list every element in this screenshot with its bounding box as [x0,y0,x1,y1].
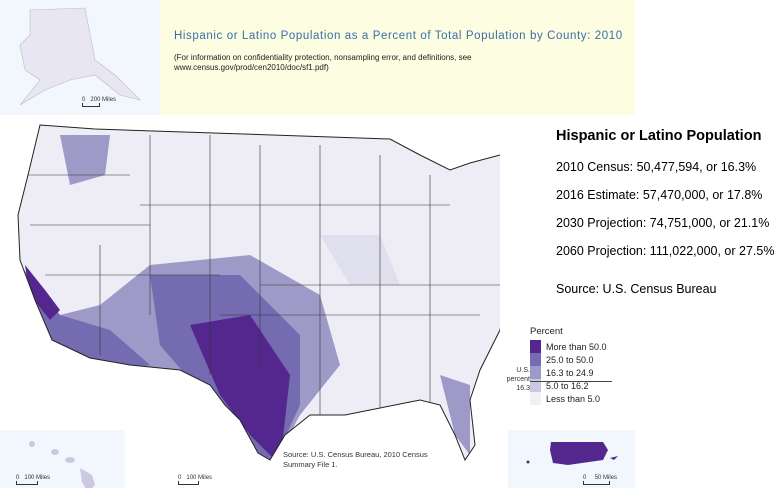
hawaii-inset: 0 100 Miles [0,430,125,492]
main-scale: 0 100 Miles [178,475,212,485]
legend-swatch [530,392,541,405]
legend-title: Percent [530,326,563,337]
scale-bar [583,481,610,485]
alaska-map [19,7,141,106]
summary-source: Source: U.S. Census Bureau [556,282,717,296]
hawaii-map [29,441,95,492]
scale-bar [178,481,199,485]
us-percent-value: 16.3 [516,385,530,392]
legend-item: More than 50.0 [530,340,607,353]
projection-2030: 2030 Projection: 74,751,000, or 21.1% [556,216,770,230]
legend-item: 5.0 to 16.2 [530,379,607,392]
map-note: (For information on confidentiality prot… [174,53,472,72]
map-title: Hispanic or Latino Population as a Perce… [174,30,623,42]
summary-panel: Hispanic or Latino Population 2010 Censu… [556,128,780,310]
legend-item: 25.0 to 50.0 [530,353,607,366]
legend-swatch [530,366,541,379]
summary-heading: Hispanic or Latino Population [556,128,762,144]
us-county-map [17,120,500,461]
us-percent-label: U.S. percent [506,367,530,383]
legend-label: 25.0 to 50.0 [546,354,594,365]
scale-zero: 0 [82,97,86,103]
puerto-rico-map [526,442,618,465]
legend-label: 5.0 to 16.2 [546,380,589,391]
pr-scale: 0 50 Miles [583,475,617,485]
scale-label: 100 Miles [24,475,51,481]
legend-item: 16.3 to 24.9 [530,366,607,379]
legend-label: Less than 5.0 [546,393,601,404]
legend-swatch [530,353,541,366]
hawaii-scale: 0 100 Miles [16,475,50,485]
scale-zero: 0 [178,475,182,481]
legend-item: Less than 5.0 [530,392,607,405]
legend-swatch [530,340,541,353]
legend-label: More than 50.0 [546,341,607,352]
scale-bar [82,103,100,107]
projection-2060: 2060 Projection: 111,022,000, or 27.5% [556,244,775,258]
scale-zero: 0 [16,475,20,481]
us-percent-marker: U.S. percent 16.3 [502,366,530,393]
scale-zero: 0 [583,475,587,481]
scale-label: 100 Miles [186,475,213,481]
source-note: Source: U.S. Census Bureau, 2010 Census … [283,450,428,469]
legend-label: 16.3 to 24.9 [546,367,594,378]
title-box: Hispanic or Latino Population as a Perce… [160,0,635,115]
alaska-scale: 0 200 Miles [82,97,116,107]
scale-bar [16,481,38,485]
scale-label: 50 Miles [594,475,618,481]
scale-label: 200 Miles [90,97,117,103]
alaska-inset: 0 200 Miles [0,0,160,115]
us-percent-line [530,381,612,382]
legend-swatch [530,379,541,392]
estimate-2016: 2016 Estimate: 57,470,000, or 17.8% [556,188,763,202]
puerto-rico-inset: 0 50 Miles [508,430,635,488]
legend: Percent More than 50.0 25.0 to 50.0 16.3 t… [530,326,607,405]
census-2010: 2010 Census: 50,477,594, or 16.3% [556,160,757,174]
